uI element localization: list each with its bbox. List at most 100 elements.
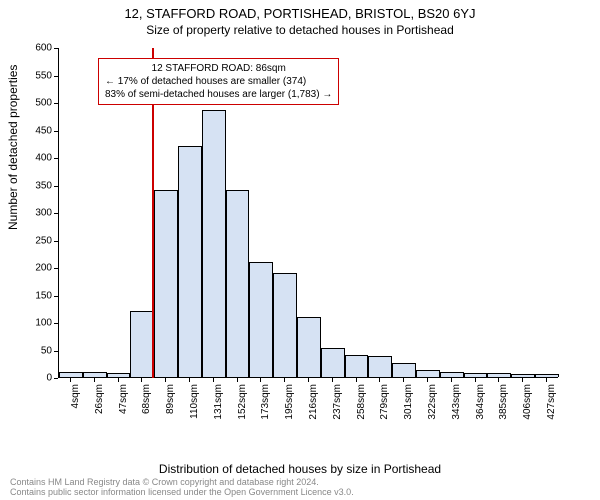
y-tick-mark [54, 48, 58, 49]
x-tick-label: 427sqm [546, 384, 557, 434]
x-tick-label: 343sqm [451, 384, 462, 434]
x-tick-label: 131sqm [213, 384, 224, 434]
y-tick-label: 150 [22, 290, 52, 301]
y-tick-mark [54, 268, 58, 269]
histogram-bar [130, 311, 154, 377]
x-tick-label: 152sqm [237, 384, 248, 434]
x-tick-mark [498, 378, 499, 382]
x-tick-label: 195sqm [284, 384, 295, 434]
x-tick-mark [118, 378, 119, 382]
x-tick-label: 89sqm [165, 384, 176, 434]
histogram-bar [297, 317, 321, 378]
y-tick-mark [54, 351, 58, 352]
x-tick-label: 364sqm [475, 384, 486, 434]
y-tick-mark [54, 103, 58, 104]
histogram-bar [178, 146, 202, 377]
x-tick-mark [189, 378, 190, 382]
y-tick-mark [54, 158, 58, 159]
x-tick-mark [522, 378, 523, 382]
x-tick-mark [284, 378, 285, 382]
y-tick-label: 200 [22, 263, 52, 274]
histogram-bar [249, 262, 273, 378]
x-tick-mark [260, 378, 261, 382]
x-tick-label: 68sqm [141, 384, 152, 434]
annotation-line3: 83% of semi-detached houses are larger (… [105, 88, 332, 101]
x-tick-label: 406sqm [522, 384, 533, 434]
y-tick-label: 450 [22, 125, 52, 136]
y-tick-label: 350 [22, 180, 52, 191]
x-tick-mark [475, 378, 476, 382]
x-tick-mark [403, 378, 404, 382]
y-tick-label: 100 [22, 318, 52, 329]
x-tick-mark [379, 378, 380, 382]
x-tick-label: 216sqm [308, 384, 319, 434]
x-tick-label: 4sqm [70, 384, 81, 434]
footer-line2: Contains public sector information licen… [10, 488, 354, 498]
x-tick-label: 47sqm [118, 384, 129, 434]
histogram-bar [440, 372, 464, 378]
y-tick-label: 550 [22, 70, 52, 81]
x-tick-label: 110sqm [189, 384, 200, 434]
x-tick-mark [451, 378, 452, 382]
histogram-bar [368, 356, 392, 377]
annotation-box: 12 STAFFORD ROAD: 86sqm ← 17% of detache… [98, 58, 339, 105]
x-tick-label: 26sqm [94, 384, 105, 434]
histogram-bar [345, 355, 369, 377]
histogram-bar [321, 348, 345, 377]
x-tick-mark [94, 378, 95, 382]
x-tick-label: 237sqm [332, 384, 343, 434]
x-tick-label: 301sqm [403, 384, 414, 434]
y-tick-mark [54, 76, 58, 77]
histogram-bar [487, 373, 511, 377]
x-tick-mark [70, 378, 71, 382]
x-tick-mark [427, 378, 428, 382]
y-axis-label: Number of detached properties [6, 65, 20, 230]
y-tick-label: 300 [22, 208, 52, 219]
y-tick-label: 500 [22, 98, 52, 109]
annotation-line1: 12 STAFFORD ROAD: 86sqm [105, 62, 332, 75]
y-tick-mark [54, 186, 58, 187]
x-tick-label: 279sqm [379, 384, 390, 434]
x-tick-label: 173sqm [260, 384, 271, 434]
histogram-bar [226, 190, 250, 377]
y-tick-label: 600 [22, 43, 52, 54]
chart-area: 050100150200250300350400450500550600 4sq… [58, 48, 558, 418]
footer-attribution: Contains HM Land Registry data © Crown c… [10, 478, 354, 498]
x-tick-mark [308, 378, 309, 382]
x-tick-label: 258sqm [356, 384, 367, 434]
histogram-bar [392, 363, 416, 377]
y-tick-mark [54, 213, 58, 214]
histogram-bar [535, 374, 559, 377]
x-axis-label: Distribution of detached houses by size … [0, 462, 600, 476]
x-tick-mark [356, 378, 357, 382]
histogram-bar [202, 110, 226, 377]
histogram-bar [416, 370, 440, 377]
y-tick-label: 400 [22, 153, 52, 164]
x-tick-mark [141, 378, 142, 382]
x-tick-mark [332, 378, 333, 382]
x-tick-mark [165, 378, 166, 382]
histogram-bar [59, 372, 83, 378]
histogram-bar [464, 373, 488, 377]
x-tick-mark [237, 378, 238, 382]
histogram-bar [273, 273, 297, 378]
y-tick-mark [54, 241, 58, 242]
histogram-bar [511, 374, 535, 377]
x-tick-mark [546, 378, 547, 382]
histogram-bar [154, 190, 178, 377]
y-tick-mark [54, 296, 58, 297]
histogram-bar [107, 373, 131, 377]
y-tick-label: 250 [22, 235, 52, 246]
chart-subtitle: Size of property relative to detached ho… [0, 21, 600, 37]
y-tick-mark [54, 378, 58, 379]
annotation-line2: ← 17% of detached houses are smaller (37… [105, 75, 332, 88]
y-tick-label: 0 [22, 373, 52, 384]
x-tick-label: 385sqm [498, 384, 509, 434]
x-tick-mark [213, 378, 214, 382]
page-title: 12, STAFFORD ROAD, PORTISHEAD, BRISTOL, … [0, 0, 600, 21]
y-tick-mark [54, 323, 58, 324]
y-tick-label: 50 [22, 345, 52, 356]
x-tick-label: 322sqm [427, 384, 438, 434]
y-tick-mark [54, 131, 58, 132]
histogram-bar [83, 372, 107, 378]
